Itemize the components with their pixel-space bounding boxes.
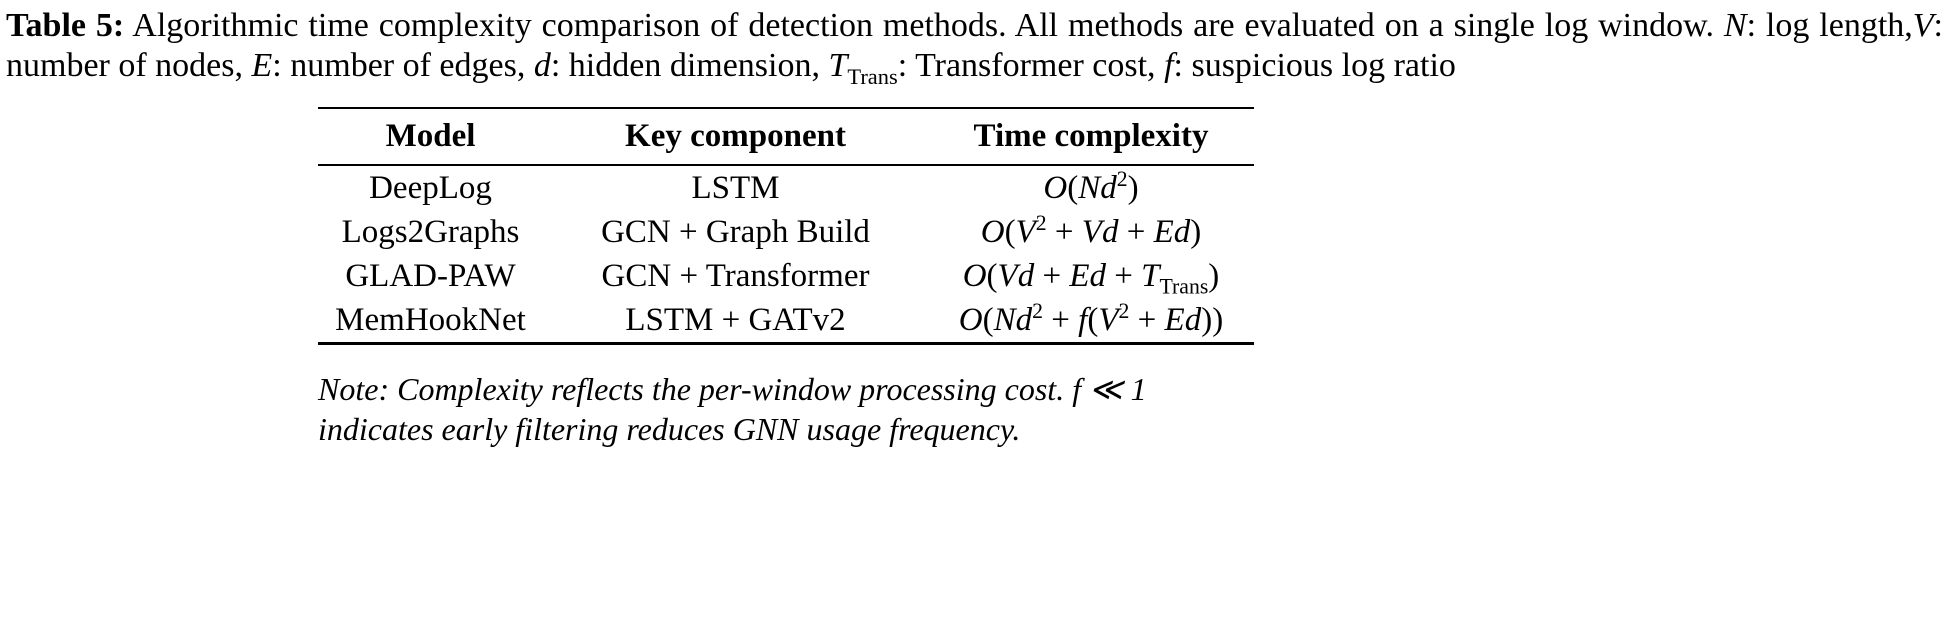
model-cell: DeepLog xyxy=(369,169,492,206)
header-model: Model xyxy=(385,118,476,154)
component-cell: LSTM xyxy=(691,169,780,206)
table-header: Model Key component Time complexity xyxy=(318,108,1254,165)
model-cell: Logs2Graphs xyxy=(341,213,520,250)
complexity-cell: O(Nd2 + f(V2 + Ed)) xyxy=(958,298,1224,338)
complexity-cell: O(V2 + Vd + Ed) xyxy=(980,210,1202,250)
table-body: DeepLog LSTM O(Nd2) Logs2Graphs GCN + Gr… xyxy=(318,165,1254,344)
table-note: Note: Complexity reflects the per-window… xyxy=(318,371,1147,447)
table-caption: Table 5: Algorithmic time complexity com… xyxy=(6,7,1943,89)
model-cell: MemHookNet xyxy=(335,301,526,338)
complexity-cell: O(Nd2) xyxy=(1043,166,1139,206)
table-row: GLAD-PAW GCN + Transformer O(Vd + Ed + T… xyxy=(318,254,1254,298)
header-key-component: Key component xyxy=(625,118,846,154)
table-row: Logs2Graphs GCN + Graph Build O(V2 + Vd … xyxy=(318,210,1254,254)
header-time-complexity: Time complexity xyxy=(973,118,1209,154)
component-cell: LSTM + GATv2 xyxy=(625,301,846,338)
header-row: Model Key component Time complexity xyxy=(318,108,1254,165)
table-row: DeepLog LSTM O(Nd2) xyxy=(318,165,1254,210)
component-cell: GCN + Graph Build xyxy=(601,213,870,250)
complexity-table: Model Key component Time complexity Deep… xyxy=(318,107,1254,345)
model-cell: GLAD-PAW xyxy=(345,257,516,294)
table-row: MemHookNet LSTM + GATv2 O(Nd2 + f(V2 + E… xyxy=(318,298,1254,344)
component-cell: GCN + Transformer xyxy=(601,257,870,294)
complexity-cell: O(Vd + Ed + TTrans) xyxy=(962,257,1220,299)
